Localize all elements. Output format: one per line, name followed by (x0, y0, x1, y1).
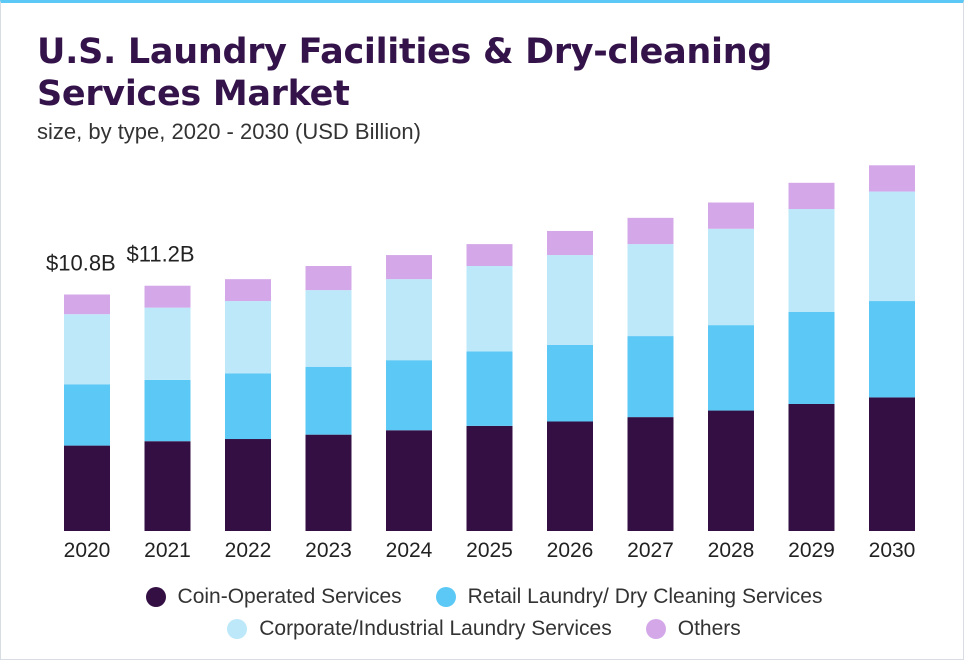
bar-2023-others (305, 266, 352, 291)
bar-2029-others (788, 182, 835, 210)
bar-2021-coin-operated-services (144, 441, 191, 531)
chart-legend: Coin-Operated Services Retail Laundry/ D… (1, 581, 966, 645)
x-tick-label-2023: 2023 (305, 539, 352, 562)
x-tick-label-2022: 2022 (225, 539, 272, 562)
bar-2020-retail-laundry-dry-cleaning-services (64, 384, 110, 446)
bar-2026-corporate-industrial-laundry-services (547, 255, 593, 345)
total-label-2021: $11.2B (127, 242, 195, 267)
x-tick-label-2026: 2026 (547, 539, 594, 562)
bar-2029-coin-operated-services (788, 403, 835, 531)
bar-2023-coin-operated-services (305, 434, 352, 531)
title-line-1: U.S. Laundry Facilities & Dry-cleaning (37, 32, 773, 72)
bar-2025-corporate-industrial-laundry-services (466, 266, 513, 352)
legend-label-others: Others (677, 617, 741, 640)
legend-swatch-coin-operated (145, 587, 166, 607)
bar-2024-others (386, 255, 432, 280)
bar-2027-retail-laundry-dry-cleaning-services (627, 336, 674, 418)
bar-2030-others (869, 165, 915, 192)
legend-label-retail-laundry: Retail Laundry/ Dry Cleaning Services (467, 585, 823, 608)
bar-2022-corporate-industrial-laundry-services (225, 301, 271, 374)
bar-2029-corporate-industrial-laundry-services (788, 209, 835, 312)
x-tick-label-2024: 2024 (386, 539, 433, 562)
bar-2027-corporate-industrial-laundry-services (627, 244, 674, 337)
legend-row-2: Corporate/Industrial Laundry Services Ot… (1, 613, 966, 645)
bar-2021-corporate-industrial-laundry-services (144, 307, 191, 380)
legend-item-retail-laundry: Retail Laundry/ Dry Cleaning Services (435, 585, 823, 609)
legend-swatch-others (645, 619, 666, 639)
x-tick-label-2021: 2021 (144, 539, 191, 562)
bar-2024-coin-operated-services (386, 430, 432, 531)
x-tick-label-2029: 2029 (788, 539, 835, 562)
legend-swatch-retail-laundry (435, 587, 456, 607)
bar-2030-corporate-industrial-laundry-services (869, 191, 915, 302)
bar-2029-retail-laundry-dry-cleaning-services (788, 312, 835, 404)
bar-2027-others (627, 217, 674, 245)
x-tick-label-2028: 2028 (708, 539, 755, 562)
legend-row-1: Coin-Operated Services Retail Laundry/ D… (1, 581, 966, 613)
bar-2026-retail-laundry-dry-cleaning-services (547, 344, 593, 422)
stacked-bar-chart: 2020 2021 2022 2023 2024 2025 2026 2027 2028 2029… (46, 165, 916, 562)
legend-label-corporate-industrial: Corporate/Industrial Laundry Services (259, 617, 612, 640)
bar-2023-corporate-industrial-laundry-services (305, 290, 352, 367)
bar-2028-coin-operated-services (708, 410, 754, 531)
bar-2020-coin-operated-services (64, 445, 110, 531)
bar-2020-others (64, 294, 110, 315)
chart-title: U.S. Laundry Facilities & Dry-cleaning S… (37, 31, 772, 115)
bar-2022-coin-operated-services (225, 439, 271, 531)
bar-2025-coin-operated-services (466, 425, 513, 531)
legend-swatch-corporate-industrial (227, 619, 248, 639)
bar-2020-corporate-industrial-laundry-services (64, 314, 110, 385)
legend-label-coin-operated: Coin-Operated Services (177, 585, 402, 608)
bar-2023-retail-laundry-dry-cleaning-services (305, 366, 352, 435)
bar-2028-corporate-industrial-laundry-services (708, 228, 754, 326)
bar-2030-coin-operated-services (869, 397, 915, 531)
legend-item-corporate-industrial: Corporate/Industrial Laundry Services (227, 617, 612, 641)
x-tick-label-2020: 2020 (64, 539, 111, 562)
bar-2021-retail-laundry-dry-cleaning-services (144, 379, 191, 442)
bar-2030-retail-laundry-dry-cleaning-services (869, 301, 915, 398)
legend-item-coin-operated: Coin-Operated Services (145, 585, 402, 609)
bar-2025-others (466, 244, 513, 267)
chart-subtitle: size, by type, 2020 - 2030 (USD Billion) (37, 119, 421, 144)
x-tick-label-2025: 2025 (466, 539, 513, 562)
bar-2028-retail-laundry-dry-cleaning-services (708, 325, 754, 411)
x-tick-label-2027: 2027 (627, 539, 674, 562)
total-label-2020: $10.8B (46, 250, 116, 275)
bar-2026-coin-operated-services (547, 421, 593, 531)
legend-item-others: Others (645, 617, 741, 641)
bar-2024-corporate-industrial-laundry-services (386, 279, 432, 361)
bar-2022-retail-laundry-dry-cleaning-services (225, 373, 271, 440)
bar-2022-others (225, 279, 271, 302)
bar-2027-coin-operated-services (627, 417, 674, 531)
title-line-2: Services Market (37, 74, 350, 114)
x-tick-label-2030: 2030 (869, 539, 916, 562)
bar-2026-others (547, 230, 593, 256)
bar-2025-retail-laundry-dry-cleaning-services (466, 351, 513, 426)
bar-2021-others (144, 285, 191, 308)
bar-2024-retail-laundry-dry-cleaning-services (386, 360, 432, 431)
bar-2028-others (708, 202, 754, 229)
